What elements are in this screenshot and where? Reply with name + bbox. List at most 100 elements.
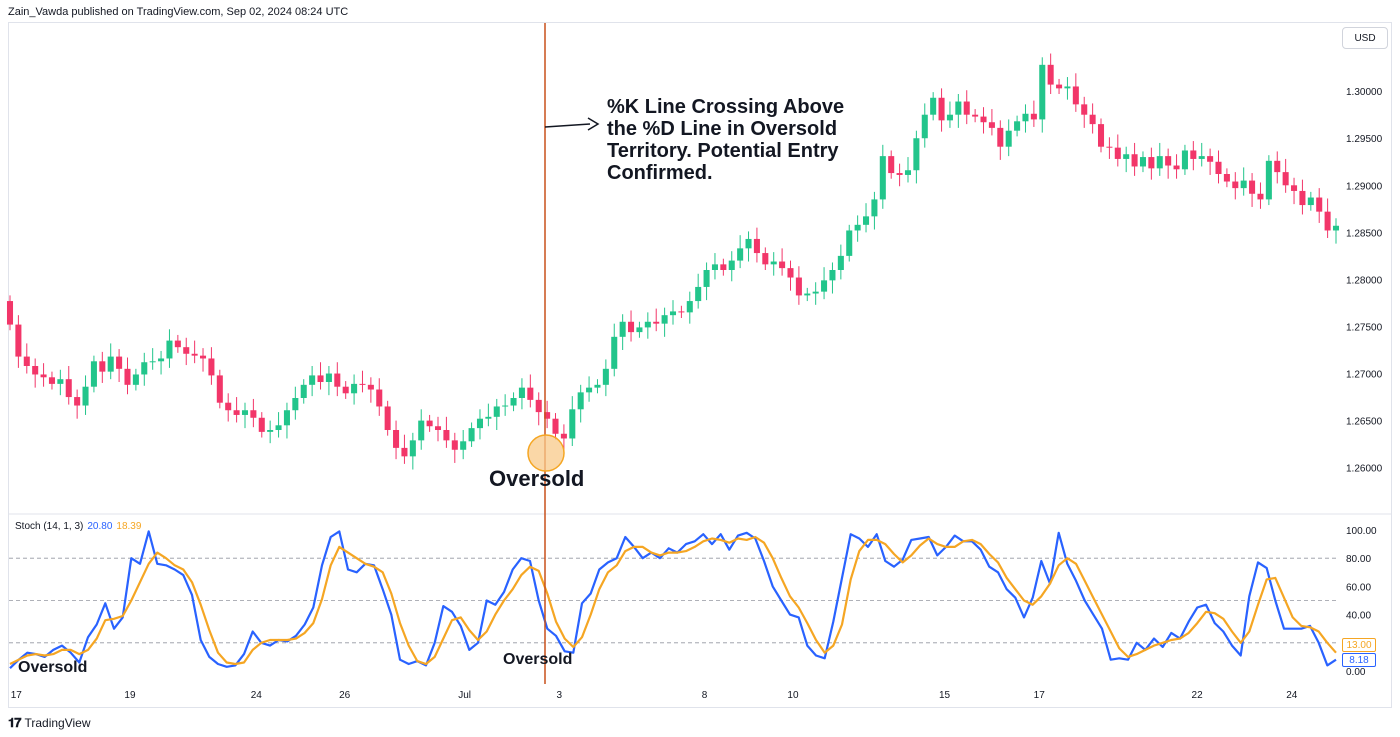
candle-body	[325, 373, 332, 382]
candle-body	[1257, 193, 1264, 200]
candle-body	[1190, 150, 1197, 159]
crossover-annotation: %K Line Crossing Above the %D Line in Ov…	[607, 96, 845, 184]
candle-body	[292, 398, 299, 411]
candle-body	[493, 406, 500, 417]
candle-body	[359, 383, 366, 385]
x-tick-label: 17	[11, 690, 23, 701]
candle-body	[560, 433, 567, 439]
stoch-tick-label: 40.00	[1346, 611, 1371, 622]
candle-body	[628, 321, 635, 333]
candle-body	[1123, 154, 1130, 159]
candle-body	[426, 420, 433, 427]
candle-body	[367, 384, 374, 390]
candle-body	[1106, 146, 1113, 148]
candle-body	[963, 101, 970, 115]
candle-body	[74, 397, 81, 406]
price-tick-label: 1.26500	[1346, 417, 1383, 428]
candle-body	[334, 373, 341, 387]
candle-body	[1005, 130, 1012, 147]
candle-body	[1114, 147, 1121, 159]
candle-body	[904, 170, 912, 175]
candle-body	[795, 277, 802, 296]
candle-body	[342, 386, 349, 394]
candle-body	[216, 375, 223, 403]
candle-body	[351, 383, 358, 394]
candle-body	[871, 199, 878, 217]
candle-body	[728, 260, 735, 270]
candle-body	[1181, 150, 1188, 170]
candle-body	[1165, 156, 1172, 166]
publisher-header: Zain_Vawda published on TradingView.com,…	[8, 6, 349, 18]
stoch-legend[interactable]: Stoch (14, 1, 3) 20.80 18.39	[15, 521, 141, 532]
stoch-d-value: 18.39	[116, 521, 142, 532]
candle-body	[535, 399, 542, 413]
candle-body	[48, 377, 55, 384]
candle-body	[661, 315, 668, 324]
candle-body	[602, 368, 609, 385]
candle-body	[1089, 114, 1096, 125]
candle-body	[376, 389, 383, 407]
price-tick-label: 1.26000	[1346, 464, 1383, 475]
k-price-tag: 8.18	[1342, 653, 1376, 667]
candle-body	[451, 440, 458, 450]
candle-body	[275, 425, 282, 430]
candle-body	[644, 321, 651, 328]
stoch-d-line	[9, 535, 1337, 666]
candle-body	[225, 402, 232, 411]
candle-body	[577, 392, 584, 410]
candle-body	[1014, 121, 1021, 131]
currency-button[interactable]: USD	[1342, 27, 1388, 49]
candle-body	[443, 430, 450, 441]
candle-body	[1139, 157, 1146, 167]
candle-body	[1022, 113, 1029, 122]
stoch-k-value: 20.80	[87, 521, 113, 532]
candle-body	[779, 261, 786, 269]
candle-body	[753, 238, 760, 254]
oversold-indicator-label-mid: Oversold	[503, 651, 573, 668]
candle-body	[233, 410, 240, 415]
candle-body	[1265, 160, 1272, 200]
footer-brand-text: TradingView	[24, 716, 91, 730]
candle-body	[552, 418, 559, 434]
candle-body	[317, 375, 324, 382]
candle-body	[300, 384, 307, 398]
price-tick-label: 1.28500	[1346, 228, 1383, 239]
candle-body	[569, 409, 576, 439]
candle-body	[636, 327, 643, 333]
footer-brand[interactable]: 𝟏𝟕 TradingView	[8, 715, 91, 731]
candle-body	[208, 358, 215, 376]
annotation-arrow-line	[544, 123, 591, 128]
candle-body	[434, 426, 442, 430]
candle-body	[980, 116, 987, 123]
candle-body	[1223, 174, 1230, 182]
candle-body	[1307, 197, 1314, 206]
price-tick-label: 1.28000	[1346, 275, 1383, 286]
oversold-indicator-label-left: Oversold	[18, 659, 88, 676]
candle-body	[787, 268, 794, 278]
oversold-price-label: Oversold	[489, 466, 585, 491]
candle-body	[686, 301, 693, 313]
x-tick-label: 26	[339, 690, 351, 701]
candle-body	[863, 216, 870, 225]
candle-body	[938, 97, 945, 121]
candle-body	[854, 224, 861, 231]
candle-body	[409, 440, 416, 457]
candle-body	[267, 430, 274, 432]
candle-body	[518, 387, 525, 398]
candle-body	[544, 412, 551, 419]
stoch-tick-label: 0.00	[1346, 667, 1366, 678]
candle-body	[40, 374, 47, 378]
candle-body	[804, 293, 811, 296]
d-price-tag: 13.00	[1342, 638, 1376, 652]
candle-body	[1097, 124, 1105, 147]
candle-body	[586, 387, 593, 393]
stoch-tick-label: 60.00	[1346, 582, 1371, 593]
candle-body	[946, 114, 953, 121]
candle-body	[812, 291, 819, 294]
candle-body	[930, 97, 937, 115]
candle-body	[1215, 161, 1222, 174]
candle-body	[972, 114, 979, 117]
candle-body	[896, 173, 903, 175]
candle-body	[124, 368, 131, 385]
